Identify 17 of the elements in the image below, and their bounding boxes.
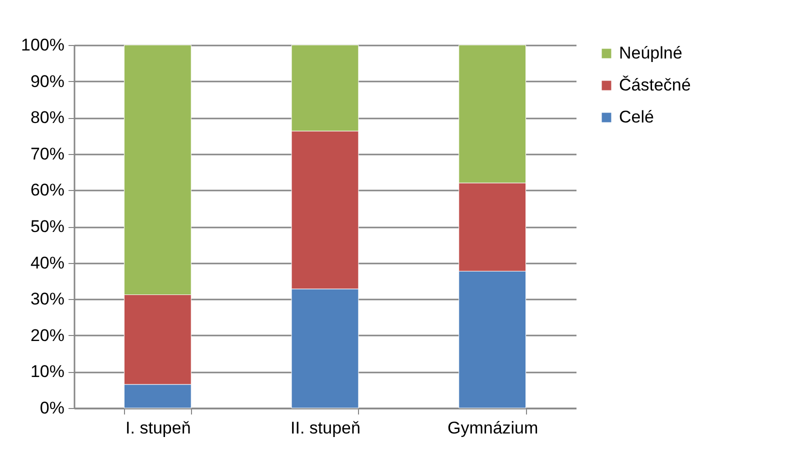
y-tick-label: 90% bbox=[30, 72, 64, 91]
y-tick-label: 70% bbox=[30, 144, 64, 164]
legend-label: Neúplné bbox=[619, 44, 682, 62]
y-tick-label: 50% bbox=[30, 217, 64, 236]
y-tick-label: 80% bbox=[30, 108, 64, 128]
y-tick-label: 30% bbox=[30, 290, 64, 309]
y-tick-label: 40% bbox=[30, 253, 64, 272]
x-tick-label: Gymnázium bbox=[447, 418, 538, 438]
y-tick-label: 10% bbox=[30, 362, 64, 382]
x-tick-label: II. stupeň bbox=[290, 418, 360, 438]
x-tick-label: I. stupeň bbox=[126, 418, 191, 438]
legend-label: Částečné bbox=[619, 76, 691, 94]
y-tick-label: 100% bbox=[21, 36, 64, 54]
legend-label: Celé bbox=[619, 108, 654, 126]
y-tick-label: 20% bbox=[30, 326, 64, 345]
y-tick-label: 60% bbox=[30, 180, 64, 200]
y-tick-label: 0% bbox=[40, 398, 64, 418]
